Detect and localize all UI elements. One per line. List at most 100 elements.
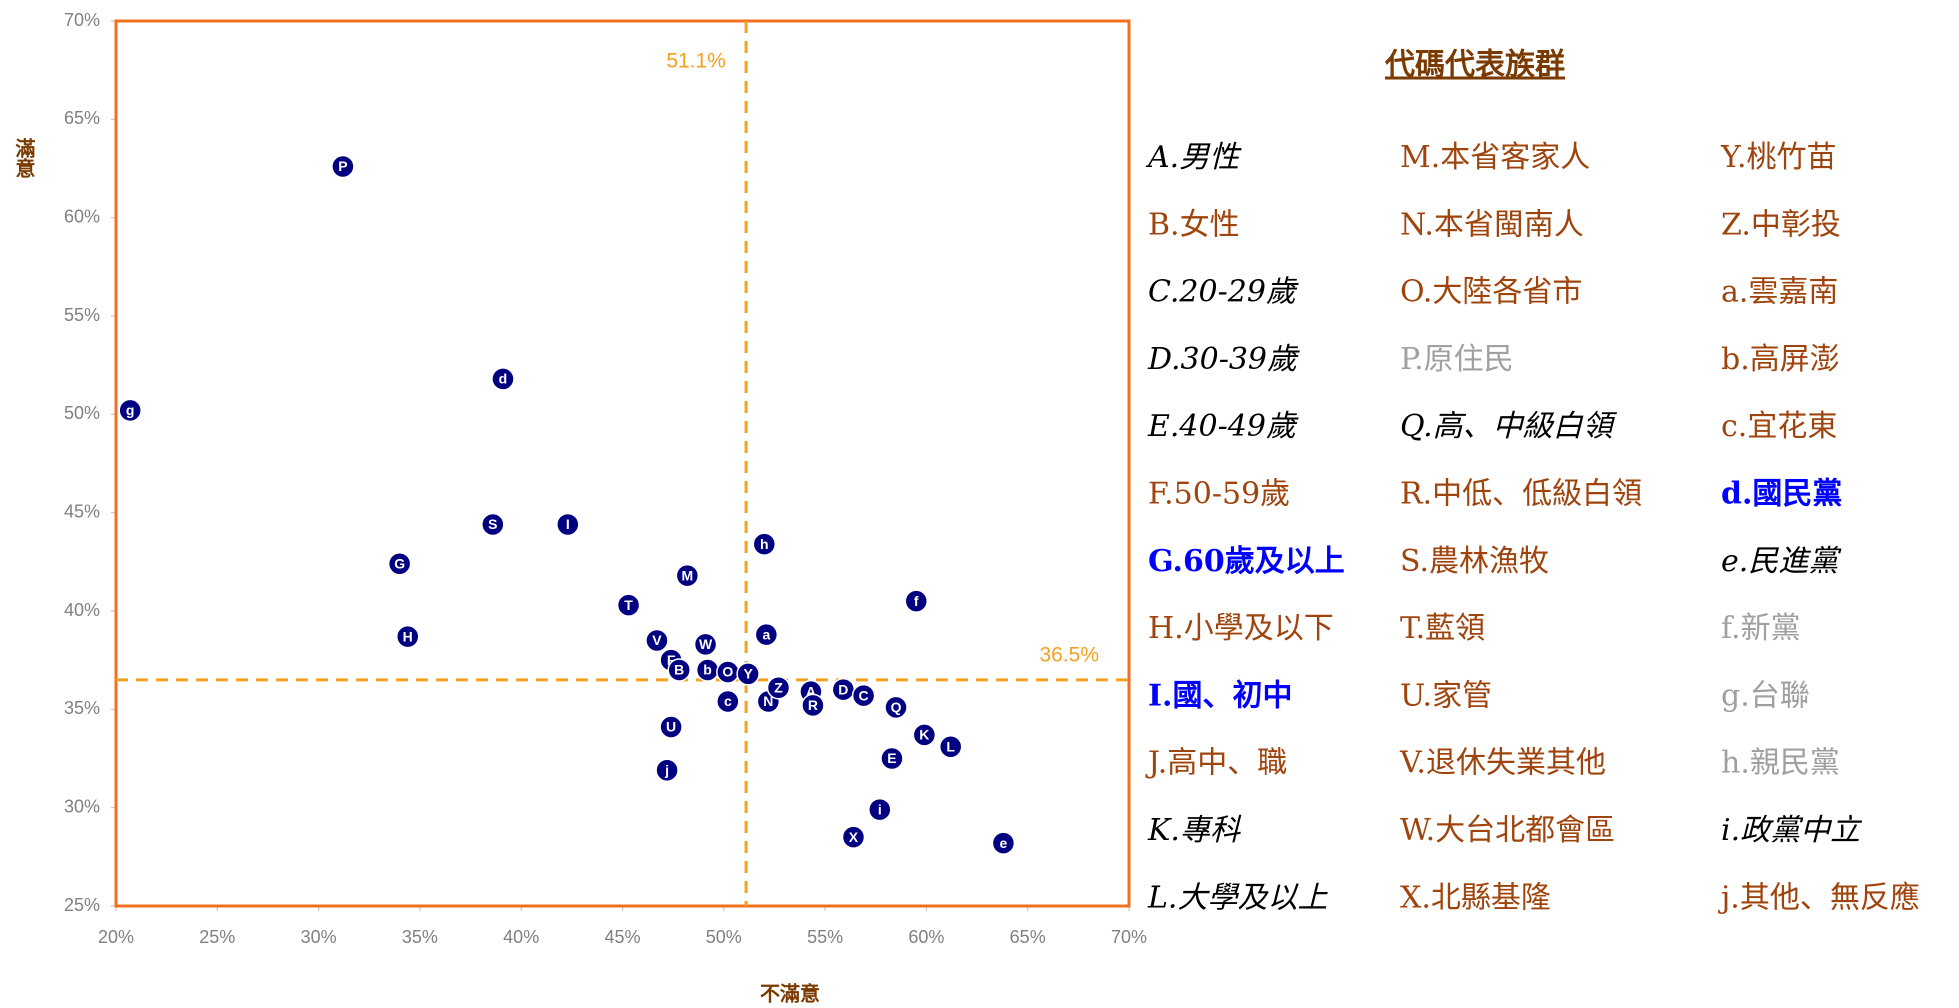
y-tick-label: 70% [64, 10, 100, 30]
point-label: L [946, 738, 955, 754]
code-entry: R.中低、低級白領 [1400, 477, 1642, 512]
x-tick-label: 25% [199, 927, 235, 947]
code-entry: i.政黨中立 [1721, 813, 1863, 848]
y-tick-label: 60% [64, 206, 100, 226]
y-tick-label: 35% [64, 698, 100, 718]
code-table-title: 代碼代表族群 [1384, 48, 1565, 83]
code-entry: V.退休失業其他 [1399, 746, 1606, 781]
point-label: S [488, 516, 497, 532]
code-entry: j.其他、無反應 [1718, 880, 1920, 915]
point-label: R [808, 697, 818, 713]
x-tick-label: 45% [604, 927, 640, 947]
y-tick-label: 25% [64, 895, 100, 915]
y-tick-label: 45% [64, 501, 100, 521]
point-label: T [624, 597, 633, 613]
code-entry: h.親民黨 [1721, 746, 1840, 781]
code-entry: M.本省客家人 [1400, 140, 1590, 175]
x-tick-label: 50% [706, 927, 742, 947]
ref-label: 51.1% [666, 50, 726, 73]
point [766, 675, 791, 700]
point [118, 398, 142, 423]
point-label: F [667, 652, 676, 668]
code-entry: F.50-59歲 [1148, 477, 1290, 512]
code-entry: O.大陸各省市 [1400, 275, 1582, 310]
x-tick-label: 70% [1111, 927, 1147, 947]
code-entry: X.北縣基隆 [1400, 880, 1551, 915]
point-label: a [762, 626, 770, 642]
code-entry: B.女性 [1148, 207, 1240, 242]
code-entry: g.台聯 [1721, 678, 1810, 713]
point [904, 589, 929, 613]
point [491, 367, 515, 391]
code-entry: L.大學及以上 [1147, 880, 1328, 915]
point-label: C [859, 687, 869, 703]
point [884, 695, 908, 720]
point [991, 831, 1016, 855]
code-entry: T.藍領 [1400, 611, 1485, 646]
point-label: B [674, 662, 684, 678]
y-tick-label: 55% [64, 305, 100, 325]
point [655, 758, 679, 783]
point-label: W [699, 636, 713, 652]
code-entry: W.大台北都會區 [1400, 813, 1615, 848]
ref-label: 36.5% [1039, 643, 1099, 666]
point [675, 563, 700, 588]
point-label: K [919, 727, 929, 743]
point [801, 693, 825, 718]
point [645, 628, 669, 653]
point-label: M [681, 567, 693, 583]
x-tick-label: 55% [807, 927, 843, 947]
x-tick-label: 60% [908, 927, 944, 947]
point [754, 622, 779, 647]
point-label: Z [774, 679, 783, 695]
point [659, 715, 683, 739]
x-tick-label: 65% [1010, 927, 1046, 947]
point-label: N [763, 693, 773, 709]
x-tick-label: 35% [402, 927, 438, 947]
code-entry: e.民進黨 [1721, 544, 1842, 579]
y-tick-label: 30% [64, 796, 100, 816]
code-entry: P.原住民 [1400, 342, 1514, 377]
plot-border [114, 19, 1131, 908]
code-entry: b.高屏澎 [1721, 342, 1840, 377]
point-label: D [838, 681, 848, 697]
code-entry: H.小學及以下 [1148, 611, 1334, 646]
point-label: f [914, 593, 919, 609]
point [736, 662, 760, 686]
point-label: O [722, 664, 733, 680]
point-label: i [878, 801, 882, 817]
y-axis-label: 滿意 [12, 138, 36, 178]
point-label: I [566, 516, 570, 532]
point [716, 689, 740, 714]
code-entry: S.農林漁牧 [1400, 544, 1549, 579]
point-label: H [403, 628, 413, 644]
point-label: E [887, 750, 896, 766]
point [616, 593, 641, 617]
code-entry: C.20-29歲 [1148, 275, 1299, 310]
y-tick-label: 50% [64, 403, 100, 423]
code-entry: f.新黨 [1721, 611, 1801, 646]
point [868, 797, 892, 822]
code-entry: I.國、初中 [1148, 678, 1292, 713]
point-label: g [126, 402, 135, 418]
point [481, 512, 505, 537]
point-label: h [760, 536, 769, 552]
point [912, 723, 937, 747]
point-label: Y [743, 666, 753, 682]
code-entry: Z.中彰投 [1721, 207, 1841, 242]
code-entry: Q.高、中級白領 [1400, 409, 1618, 444]
point [395, 624, 420, 649]
point [667, 658, 691, 682]
code-entry: J.高中、職 [1145, 746, 1287, 781]
code-entry: K.專科 [1147, 813, 1242, 848]
point-label: A [806, 683, 816, 699]
point [331, 154, 355, 179]
point [752, 532, 777, 556]
point-label: d [499, 371, 508, 387]
point-label: U [666, 719, 676, 735]
code-entry: d.國民黨 [1721, 477, 1842, 512]
point-label: P [338, 158, 347, 174]
point-label: c [724, 693, 732, 709]
point [556, 512, 580, 537]
